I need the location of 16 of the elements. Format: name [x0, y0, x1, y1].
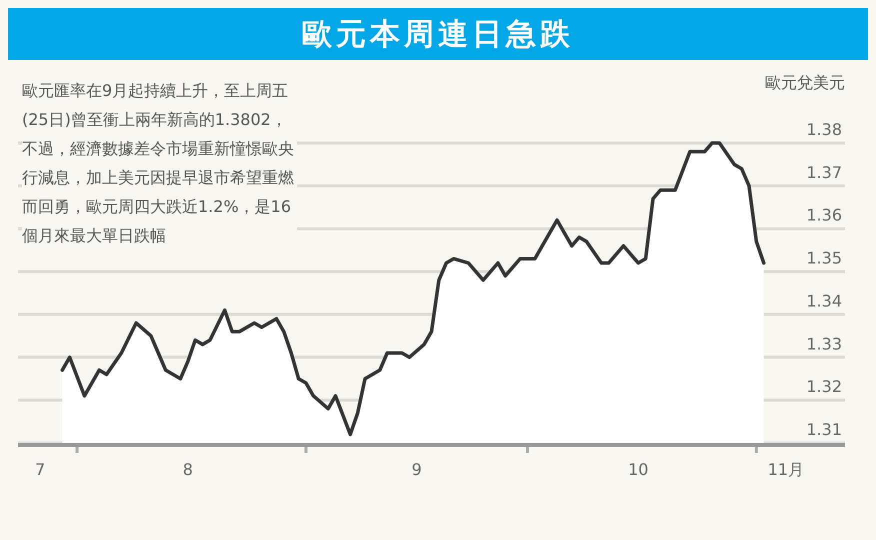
x-tick-label: 9	[412, 460, 422, 479]
y-axis-title: 歐元兌美元	[765, 73, 845, 92]
x-tick-label: 8	[182, 460, 193, 479]
chart-title: 歐元本周連日急跌	[302, 17, 574, 52]
y-tick-label: 1.35	[806, 248, 842, 268]
y-tick-label: 1.34	[806, 291, 842, 310]
x-tick-label: 10	[628, 460, 648, 479]
annotation: 歐元匯率在9月起持續上升，至上周五(25日)曾至衝上兩年新高的1.3802，不過，經濟數據差令市場重新憧憬歐央行減息，加上美元因提早退市希望重燃而回勇，歐元周四大跌近1.2%，是16個月來最大單日跌幅	[22, 76, 297, 250]
x-tick-label: 7	[35, 460, 46, 479]
y-tick-label: 1.38	[806, 120, 842, 139]
y-tick-label: 1.31	[806, 420, 842, 439]
y-tick-label: 1.33	[806, 334, 842, 354]
x-tick-label: 11月	[768, 460, 804, 479]
y-tick-label: 1.36	[806, 206, 842, 225]
y-tick-label: 1.32	[806, 377, 842, 396]
y-tick-label: 1.37	[806, 162, 842, 182]
